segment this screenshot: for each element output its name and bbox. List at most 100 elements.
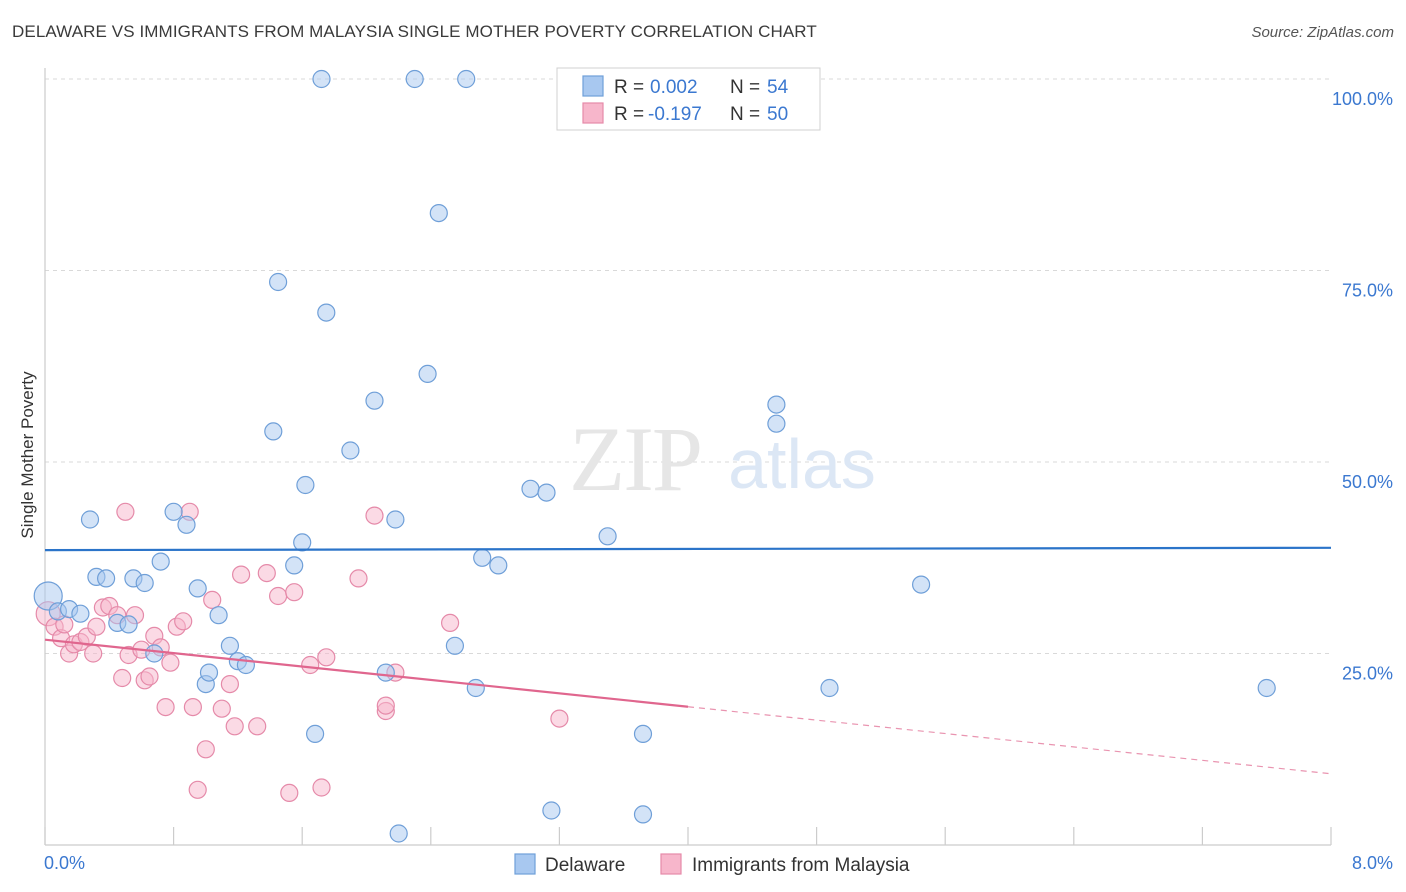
malaysia-point [550,709,569,728]
malaysia-point [376,696,395,715]
malaysia-point [140,667,159,686]
malaysia-point [116,502,135,521]
legend-swatch-delaware [582,75,604,97]
delaware-point [145,644,164,663]
delaware-point [188,579,207,598]
malaysia-point [269,586,288,606]
malaysia-point [257,563,276,583]
delaware-point [306,724,325,744]
malaysia-point [365,506,384,525]
delaware-point [164,502,183,521]
delaware-point [285,556,304,575]
trend-line-delaware [44,546,1332,552]
delaware-point [466,678,485,698]
tick-labels: 25.0% 50.0% 75.0% 100.0% 0.0% 8.0% Single Moth… [18,89,1393,873]
y-tick-label: 50.0% [1342,472,1393,492]
malaysia-point [220,674,239,694]
delaware-point [405,69,424,89]
legend-swatch-malaysia [582,102,604,124]
delaware-point [341,441,360,460]
delaware-point [220,636,239,655]
delaware-point [199,663,219,682]
malaysia-point [161,653,180,672]
delaware-point [209,606,228,625]
chart-source: Source: ZipAtlas.com [1251,24,1394,41]
legend-n-value-malaysia: 50 [767,104,788,125]
delaware-point [389,824,408,843]
series-delaware-points [33,69,1276,843]
delaware-point [489,556,508,575]
delaware-point [767,395,786,414]
legend-n-label-delaware: N = [730,77,760,98]
delaware-point [820,678,839,698]
delaware-point [542,801,561,820]
watermark-zip: ZIP [569,408,701,510]
malaysia-point [188,780,207,799]
y-axis-title: Single Mother Poverty [18,371,37,539]
delaware-point [264,422,283,441]
malaysia-point [87,617,106,636]
malaysia-point [225,717,244,736]
delaware-point [376,663,395,682]
malaysia-point [212,699,231,718]
malaysia-point [285,583,304,602]
malaysia-point [232,565,251,584]
y-tick-label: 75.0% [1342,281,1393,301]
delaware-point [317,303,336,322]
malaysia-point [203,590,222,610]
malaysia-point [317,648,336,667]
legend-r-value-malaysia: -0.197 [648,104,702,125]
delaware-point [598,527,617,546]
delaware-point [177,515,196,534]
malaysia-point [113,668,132,688]
trend-lines [44,546,1332,775]
legend-n-value-delaware: 54 [767,77,789,98]
x-tick-label: 8.0% [1352,853,1393,873]
legend-bottom-swatch-malaysia [660,853,682,875]
delaware-point [269,272,288,292]
legend-bottom-swatch-delaware [514,853,536,875]
legend-n-label-malaysia: N = [730,104,760,125]
legend-correlation: R = 0.002 N = 54 R = -0.197 N = 50 [556,67,821,131]
series-malaysia-points [35,502,569,803]
malaysia-point [84,644,103,663]
delaware-point [429,204,448,223]
delaware-point [293,533,312,552]
x-tick-label: 0.0% [44,853,85,873]
delaware-point [537,483,556,502]
axes [44,68,1332,846]
trend-line-malaysia-extension [687,706,1332,775]
delaware-point [911,575,931,594]
delaware-point [386,510,405,529]
y-tick-label: 25.0% [1342,664,1393,684]
delaware-point [767,414,786,433]
watermark: ZIP atlas [569,408,876,510]
legend-r-label-malaysia: R = [614,104,644,125]
malaysia-point [349,569,368,588]
malaysia-point [312,778,331,797]
malaysia-point [156,697,175,717]
y-tick-label: 100.0% [1332,89,1393,109]
legend-r-label-delaware: R = [614,77,644,98]
malaysia-point [248,717,267,736]
delaware-point [296,475,315,495]
malaysia-point [196,740,215,759]
delaware-point [80,510,100,529]
delaware-point [445,636,464,655]
legend-series: Delaware Immigrants from Malaysia [514,853,910,876]
malaysia-point [183,697,202,717]
delaware-point [473,548,492,567]
delaware-point [633,724,653,744]
trend-line-malaysia [44,638,689,708]
delaware-point [418,364,437,383]
malaysia-point [280,783,299,803]
legend-bottom-label-delaware: Delaware [545,855,625,876]
delaware-point [633,805,653,824]
malaysia-point [301,655,320,675]
chart-title: DELAWARE VS IMMIGRANTS FROM MALAYSIA SIN… [12,22,817,41]
malaysia-point [174,612,193,631]
malaysia-point [441,613,460,633]
legend-bottom-label-malaysia: Immigrants from Malaysia [692,855,910,876]
delaware-point [151,552,170,571]
